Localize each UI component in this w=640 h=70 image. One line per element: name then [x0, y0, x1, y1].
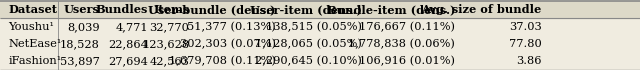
Text: Dataset: Dataset — [8, 4, 58, 15]
Text: 123,628: 123,628 — [142, 39, 189, 49]
Text: 8,039: 8,039 — [67, 22, 100, 32]
Text: 302,303 (0.07%): 302,303 (0.07%) — [180, 39, 276, 50]
Text: 22,864: 22,864 — [108, 39, 148, 49]
Text: NetEase¹: NetEase¹ — [8, 39, 61, 49]
Text: 4,771: 4,771 — [115, 22, 148, 32]
Text: 27,694: 27,694 — [108, 56, 148, 66]
Text: Users: Users — [64, 4, 100, 15]
Text: Bundles: Bundles — [95, 4, 148, 15]
Text: Items: Items — [153, 4, 189, 15]
Text: 138,515 (0.05%): 138,515 (0.05%) — [266, 22, 362, 32]
Text: 51,377 (0.13%): 51,377 (0.13%) — [187, 22, 276, 32]
Text: 32,770: 32,770 — [150, 22, 189, 32]
Text: 2,290,645 (0.10%): 2,290,645 (0.10%) — [255, 56, 362, 66]
Text: 176,667 (0.11%): 176,667 (0.11%) — [359, 22, 455, 32]
Text: User-bundle (dens.): User-bundle (dens.) — [148, 4, 276, 15]
Text: User-item (dens.): User-item (dens.) — [250, 4, 362, 15]
Text: 3.86: 3.86 — [516, 56, 541, 66]
Text: 53,897: 53,897 — [60, 56, 100, 66]
Text: 1,128,065 (0.05%): 1,128,065 (0.05%) — [255, 39, 362, 50]
Text: 77.80: 77.80 — [509, 39, 541, 49]
Text: Youshu¹: Youshu¹ — [8, 22, 54, 32]
Text: 106,916 (0.01%): 106,916 (0.01%) — [359, 56, 455, 66]
Text: Bundle-item (dens.): Bundle-item (dens.) — [326, 4, 455, 15]
Text: 18,528: 18,528 — [60, 39, 100, 49]
Text: 37.03: 37.03 — [509, 22, 541, 32]
Text: 1,679,708 (0.11%): 1,679,708 (0.11%) — [169, 56, 276, 66]
Text: Avg. size of bundle: Avg. size of bundle — [421, 4, 541, 15]
Bar — [0, 1, 640, 18]
Text: 42,563: 42,563 — [150, 56, 189, 66]
Text: iFashion¹: iFashion¹ — [8, 56, 61, 66]
Text: 1,778,838 (0.06%): 1,778,838 (0.06%) — [348, 39, 455, 50]
